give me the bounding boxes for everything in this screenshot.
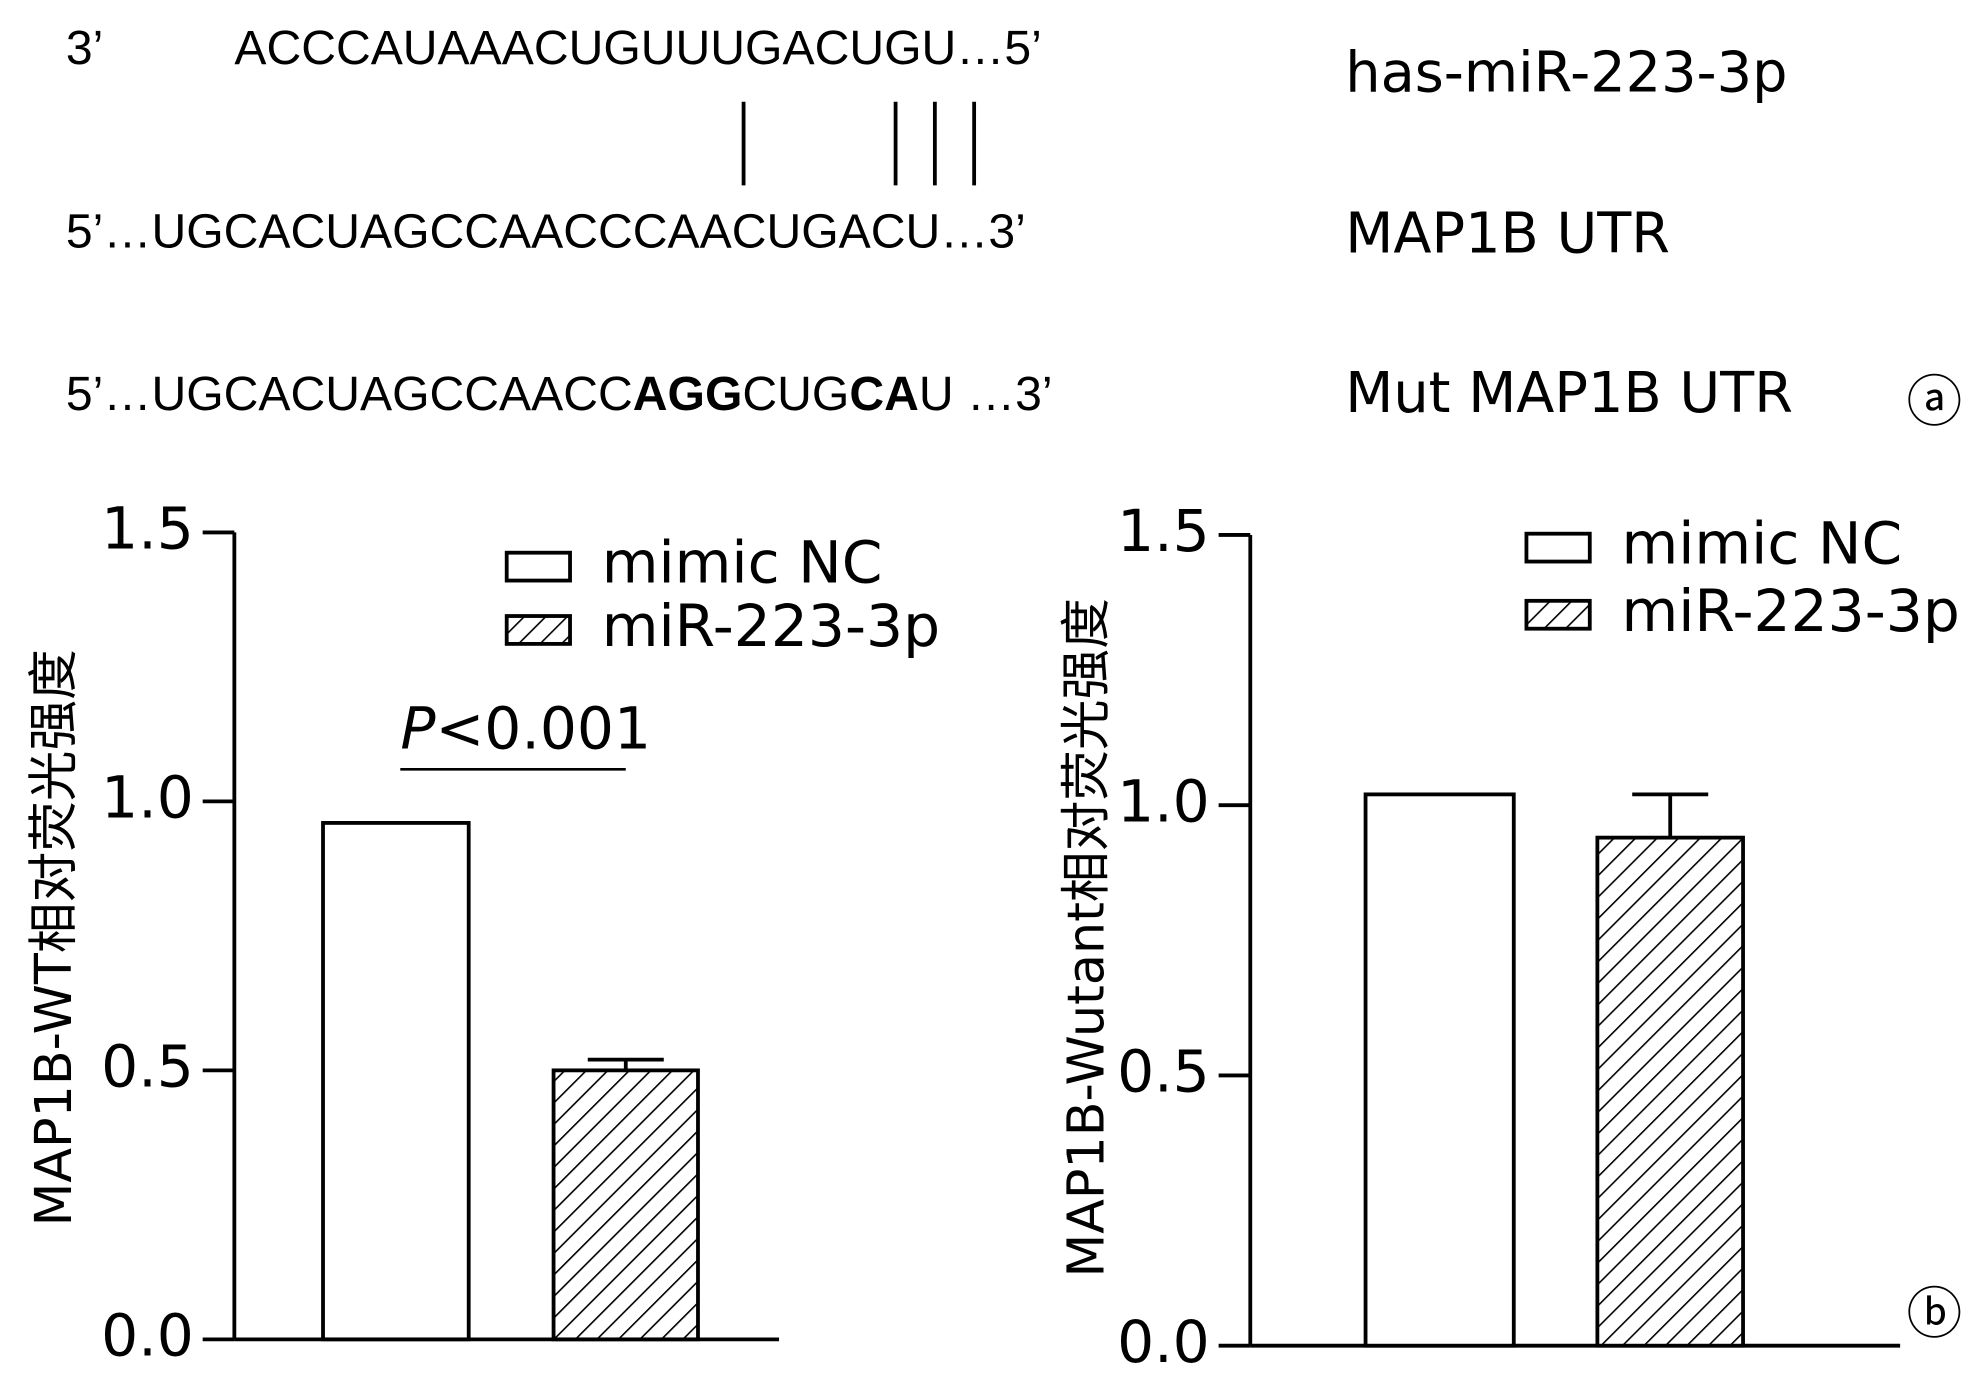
legend-swatch: [504, 550, 572, 583]
seq-segment: CUG: [742, 367, 849, 421]
pairing-lines: [741, 101, 977, 186]
seq-label: MAP1B UTR: [1345, 201, 1670, 266]
seq-prefix: 3’: [66, 21, 103, 75]
legend-swatch: [1524, 598, 1592, 631]
y-tick-label: 1.0: [101, 764, 194, 832]
sequence: 5’…UGCACUAGCCAACCCAACUGACU…3’: [66, 204, 1026, 258]
panel-label: ⓑ: [1906, 1282, 1962, 1347]
bar: [551, 1068, 700, 1342]
seq-segment: AGG: [633, 367, 743, 421]
seq-segment: U …3’: [919, 367, 1053, 421]
y-tick-label: 1.0: [1117, 767, 1210, 835]
seq-segment: CA: [849, 367, 919, 421]
y-tick-label: 0.5: [1117, 1038, 1210, 1106]
y-tick-label: 0.0: [101, 1301, 194, 1369]
seq-label: Mut MAP1B UTR: [1345, 361, 1793, 426]
legend-label: mimic NC: [602, 529, 883, 597]
seq-segment: 5’…UGCACUAGCCAACC: [66, 367, 633, 421]
seq-label: has-miR-223-3p: [1345, 41, 1787, 106]
bar: [1595, 835, 1745, 1348]
y-tick-label: 1.5: [1117, 497, 1210, 565]
sequence: 5’…UGCACUAGCCAACCAGGCUGCAU …3’: [66, 367, 1053, 421]
y-tick-label: 1.5: [101, 495, 194, 563]
annotation-part: P: [400, 695, 436, 763]
panel-label: ⓐ: [1906, 370, 1962, 435]
sequence: ACCCAUAAACUGUUUGACUGU…5’: [234, 21, 1042, 75]
legend-swatch: [1524, 531, 1592, 564]
legend-label: miR-223-3p: [1621, 577, 1959, 645]
legend-label: mimic NC: [1621, 510, 1902, 578]
y-tick-label: 0.5: [101, 1032, 194, 1100]
annotation-part: <0.001: [435, 695, 651, 763]
y-axis-label: MAP1B-WT相对荧光强度: [24, 649, 83, 1226]
y-tick-label: 0.0: [1117, 1308, 1210, 1376]
annotation: P<0.001: [400, 695, 651, 763]
seq-segment: 5’…UGCACUAGCCAACCCAACUGACU…3’: [66, 204, 1026, 258]
legend-label: miR-223-3p: [602, 592, 940, 660]
legend-swatch: [504, 614, 572, 646]
bar: [1363, 792, 1516, 1348]
bar: [321, 821, 471, 1342]
seq-segment: ACCCAUAAACUGUUUGACUGU…5’: [234, 21, 1042, 75]
y-axis-label: MAP1B-Wutant相对荧光强度: [1056, 598, 1115, 1277]
